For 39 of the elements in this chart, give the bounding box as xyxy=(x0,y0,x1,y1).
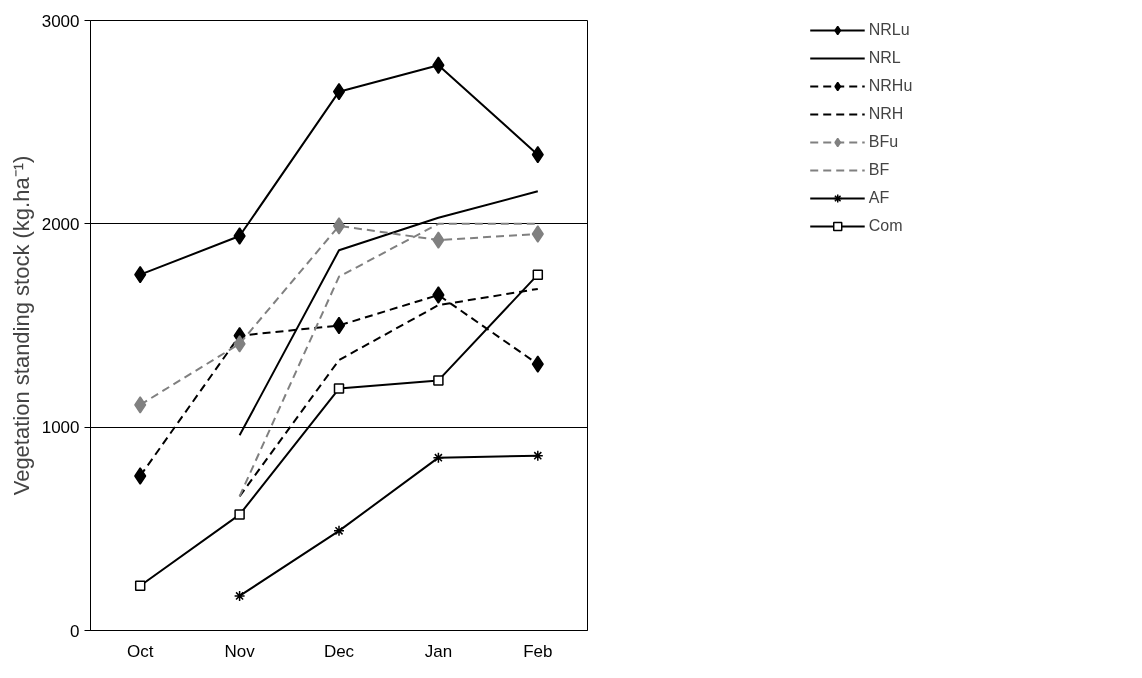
point xyxy=(134,580,146,592)
y-tick-label: 3000 xyxy=(41,11,80,31)
legend-label: BFu xyxy=(868,133,899,151)
legend-label: BF xyxy=(868,161,890,179)
y-tick-label: 1000 xyxy=(41,418,80,438)
point xyxy=(531,225,544,243)
point xyxy=(531,355,544,373)
x-tick-label: Feb xyxy=(523,641,553,661)
legend-label: NRHu xyxy=(868,77,913,95)
point xyxy=(234,509,245,520)
point xyxy=(432,56,445,74)
y-tick-label: 0 xyxy=(70,621,80,641)
point xyxy=(332,217,346,235)
point xyxy=(432,451,445,464)
legend-label: Com xyxy=(868,217,903,235)
legend-label: NRLu xyxy=(868,21,910,39)
x-tick-label: Dec xyxy=(323,641,355,661)
point xyxy=(233,590,246,602)
point xyxy=(233,335,246,353)
legend-label: NRL xyxy=(868,49,901,67)
point xyxy=(333,525,345,537)
point xyxy=(332,82,346,101)
point xyxy=(233,227,246,245)
point xyxy=(134,396,147,414)
y-tick-label: 2000 xyxy=(41,214,80,234)
y-axis-title: Vegetation standing stock (kg.ha⁻¹) xyxy=(8,155,34,496)
point xyxy=(433,375,444,386)
point xyxy=(134,467,147,485)
point xyxy=(432,231,445,249)
legend-label: NRH xyxy=(868,105,904,123)
x-tick-label: Jan xyxy=(424,641,453,661)
point xyxy=(332,316,346,335)
point xyxy=(532,449,544,462)
point xyxy=(333,383,345,394)
point xyxy=(432,286,445,304)
x-tick-label: Oct xyxy=(126,641,154,661)
legend-label: AF xyxy=(868,189,890,207)
point xyxy=(532,269,544,280)
x-tick-label: Nov xyxy=(224,641,256,661)
